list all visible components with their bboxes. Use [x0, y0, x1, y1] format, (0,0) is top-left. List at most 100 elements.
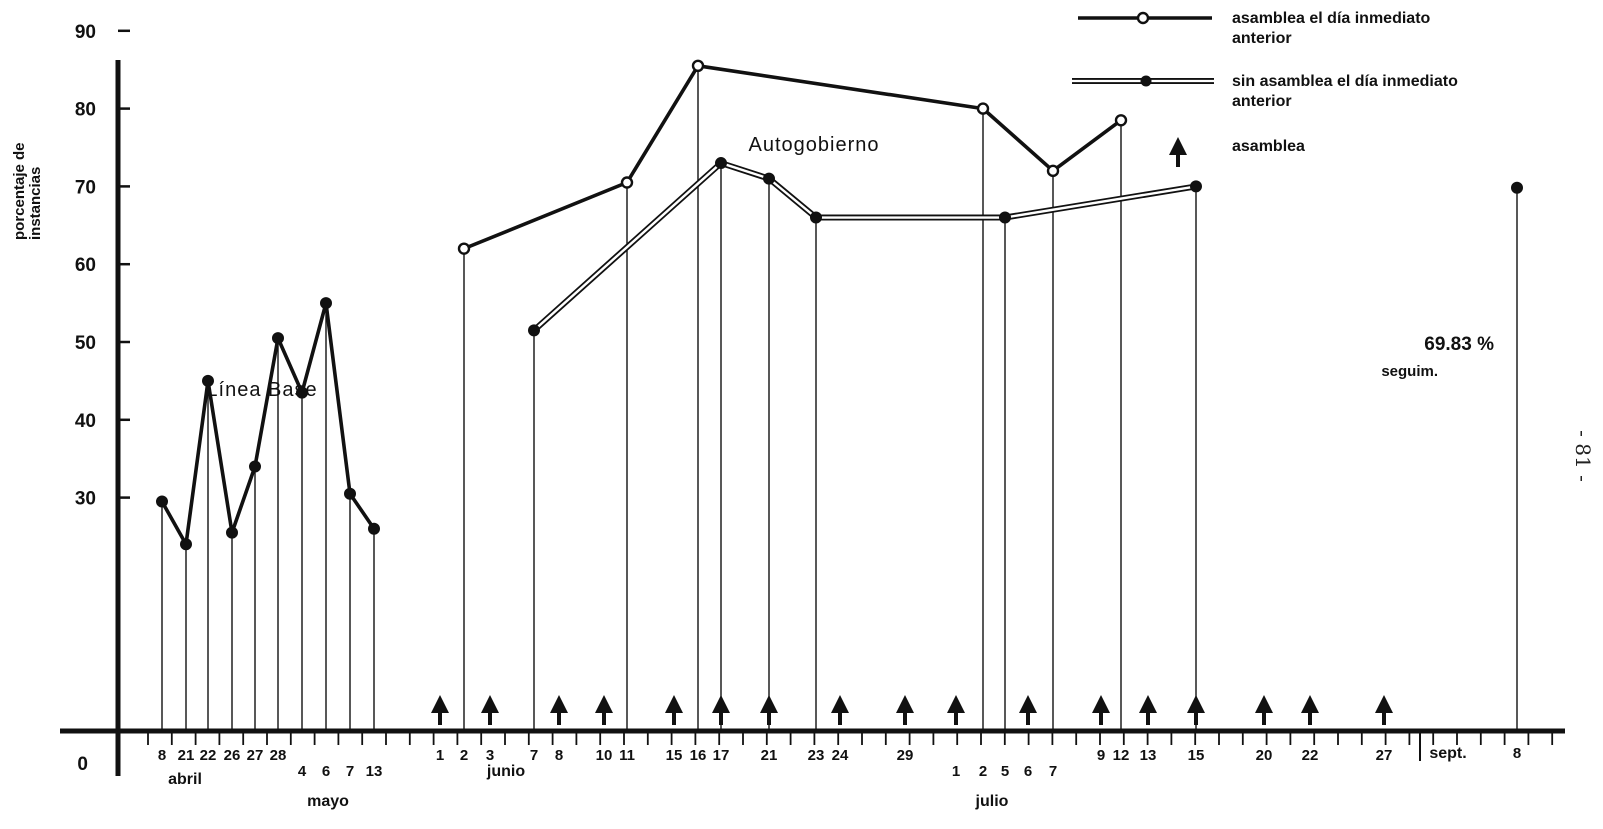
series-point-3-0: [1511, 181, 1523, 194]
page-number: - 81 -: [1571, 430, 1595, 482]
legend-marker-1: [1140, 75, 1152, 87]
chart-stems: [161, 65, 1518, 731]
legend-label-1: sin asamblea el día inmediato anterior: [1232, 73, 1458, 110]
asamblea-arrow-1: [481, 695, 499, 725]
x-tick-label-5: 28: [270, 747, 287, 764]
x-tick-label-36: 8: [1513, 745, 1521, 762]
legend-label-1-line-1: anterior: [1232, 93, 1292, 110]
series-line-2-inner: [533, 161, 1197, 332]
x-tick-label-1: 21: [178, 747, 195, 764]
x-tick-label-14: 8: [555, 747, 563, 764]
y-axis-title-line-1: porcentaje de: [11, 142, 28, 240]
y-tick-label-4: 60: [75, 255, 96, 276]
x-tick-label-6: 4: [298, 763, 307, 780]
series-point-0-8: [344, 487, 356, 500]
x-tick-label-4: 27: [247, 747, 264, 764]
series-point-0-1: [180, 538, 192, 551]
x-tick-label-18: 16: [690, 747, 707, 764]
series-point-2-3: [810, 211, 822, 224]
asamblea-arrow-0: [431, 695, 449, 725]
series-point-2-5: [1190, 180, 1202, 193]
asamblea-arrow-16: [1375, 695, 1393, 725]
asamblea-arrow-2: [550, 695, 568, 725]
series-point-0-6: [296, 386, 308, 399]
x-tick-label-26: 5: [1001, 763, 1009, 780]
y-axis-title-line-2: instancias: [27, 167, 44, 240]
x-tick-label-24: 1: [952, 763, 960, 780]
y-tick-labels: 100908070605040300: [75, 22, 96, 775]
section-label-1: Autogobierno: [749, 134, 880, 156]
x-tick-label-19: 17: [713, 747, 730, 764]
legend-marker-2: [1169, 137, 1187, 167]
series-point-1-1: [620, 176, 634, 189]
y-tick-label-8: 0: [77, 754, 88, 775]
month-label-abril: abril: [168, 771, 202, 788]
series-point-0-0: [156, 495, 168, 508]
chart-text-labels: porcentaje deinstancias Línea Base Autogob…: [11, 134, 1595, 482]
x-tick-label-16: 11: [619, 747, 635, 764]
x-tick-label-34: 22: [1302, 747, 1319, 764]
series-point-0-7: [320, 297, 332, 310]
asamblea-arrow-11: [1092, 695, 1110, 725]
x-tick-label-15: 10: [596, 747, 613, 764]
x-tick-label-7: 6: [322, 763, 330, 780]
legend-label-2-line-0: asamblea: [1232, 138, 1305, 155]
asamblea-arrows: [431, 695, 1393, 725]
series-point-1-5: [1114, 114, 1128, 127]
x-tick-label-10: 1: [436, 747, 444, 764]
chart-series: [156, 59, 1523, 551]
x-tick-label-12: 3: [486, 747, 494, 764]
y-tick-label-2: 80: [75, 100, 96, 121]
x-tick-label-25: 2: [979, 763, 987, 780]
asamblea-arrow-7: [831, 695, 849, 725]
y-tick-label-7: 30: [75, 489, 96, 510]
series-point-2-2: [763, 172, 775, 185]
asamblea-arrow-3: [595, 695, 613, 725]
legend-label-2: asamblea: [1232, 138, 1305, 155]
series-point-0-3: [226, 526, 238, 539]
x-tick-label-30: 12: [1113, 747, 1130, 764]
x-tick-label-29: 9: [1097, 747, 1105, 764]
series-point-1-0: [457, 242, 471, 255]
x-tick-label-21: 23: [808, 747, 825, 764]
series-line-1: [463, 64, 1123, 251]
y-tick-label-5: 50: [75, 333, 96, 354]
chart-axes: [60, 29, 1565, 776]
asamblea-arrow-15: [1301, 695, 1319, 725]
annotation-value: 69.83 %: [1424, 334, 1494, 355]
month-label-junio: junio: [486, 763, 525, 780]
series-line-2-outer: [531, 160, 1197, 333]
asamblea-arrow-9: [947, 695, 965, 725]
x-tick-label-8: 7: [346, 763, 354, 780]
asamblea-arrow-12: [1139, 695, 1157, 725]
x-tick-label-20: 21: [761, 747, 778, 764]
series-point-0-4: [249, 460, 261, 473]
series-point-2-1: [715, 157, 727, 170]
x-tick-label-33: 20: [1256, 747, 1273, 764]
month-label-sept: sept.: [1429, 745, 1466, 762]
legend-label-1-line-0: sin asamblea el día inmediato: [1232, 73, 1458, 90]
y-tick-label-6: 40: [75, 411, 96, 432]
asamblea-arrow-14: [1255, 695, 1273, 725]
x-tick-label-28: 7: [1049, 763, 1057, 780]
month-label-julio: julio: [975, 793, 1009, 810]
x-tick-label-17: 15: [666, 747, 683, 764]
annotation-sub: seguim.: [1381, 363, 1438, 380]
x-tick-label-22: 24: [832, 747, 849, 764]
legend-label-0: asamblea el día inmediato anterior: [1232, 10, 1431, 47]
x-tick-label-27: 6: [1024, 763, 1032, 780]
legend-label-0-line-0: asamblea el día inmediato: [1232, 10, 1431, 27]
x-tick-label-3: 26: [224, 747, 241, 764]
series-point-1-3: [976, 102, 990, 115]
series-point-0-5: [272, 332, 284, 345]
asamblea-arrow-4: [665, 695, 683, 725]
asamblea-arrow-13: [1187, 695, 1205, 725]
series-line-0: [160, 301, 376, 547]
asamblea-arrow-5: [712, 695, 730, 725]
x-tick-label-0: 8: [158, 747, 166, 764]
x-tick-labels: 8 21 22 26 27 284 6 7 131 2 3 7 8 10 11 15 16 17 21 23 24 291…: [158, 745, 1521, 810]
y-tick-label-3: 70: [75, 177, 96, 198]
x-tick-label-13: 7: [530, 747, 538, 764]
